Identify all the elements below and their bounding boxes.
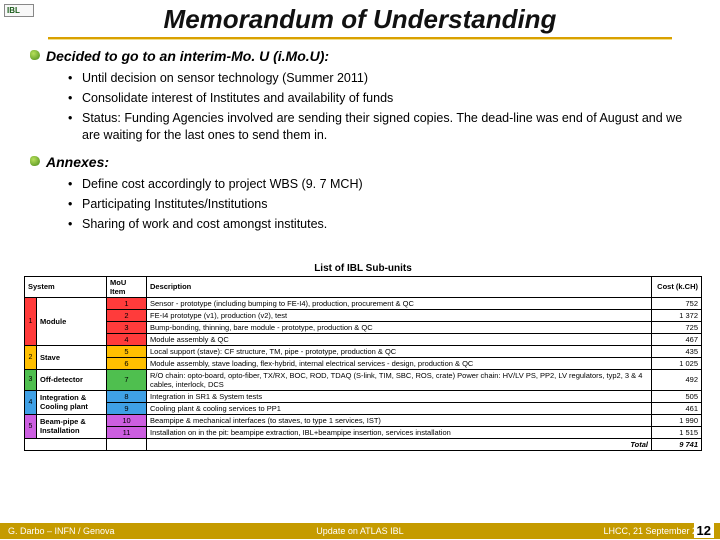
- section: Annexes: Define cost accordingly to proje…: [48, 153, 684, 233]
- bullet-list: Define cost accordingly to project WBS (…: [48, 176, 684, 233]
- cost-cell: 505: [652, 390, 702, 402]
- footer-event: LHCC, 21 September 2010: [482, 523, 720, 539]
- table-row: 2FE-I4 prototype (v1), production (v2), …: [25, 309, 702, 321]
- cost-cell: 1 025: [652, 357, 702, 369]
- cost-cell: 492: [652, 369, 702, 390]
- table-row: 11Installation on in the pit: beampipe e…: [25, 426, 702, 438]
- bullet-item: Until decision on sensor technology (Sum…: [68, 70, 684, 87]
- cost-cell: 1 372: [652, 309, 702, 321]
- col-system: System: [25, 276, 107, 297]
- mou-item-cell: 2: [107, 309, 147, 321]
- section-heading-text: Annexes:: [46, 153, 109, 172]
- subunits-table: System MoU Item Description Cost (k.CH) …: [24, 276, 702, 451]
- table-title: List of IBL Sub-units: [24, 263, 702, 274]
- description-cell: Module assembly, stave loading, flex-hyb…: [147, 357, 652, 369]
- mou-item-cell: 6: [107, 357, 147, 369]
- bullet-item: Participating Institutes/Institutions: [68, 196, 684, 213]
- total-empty: [25, 438, 107, 450]
- footer-author: G. Darbo – INFN / Genova: [0, 523, 238, 539]
- description-cell: Module assembly & QC: [147, 333, 652, 345]
- system-number: 3: [25, 369, 37, 390]
- system-number: 4: [25, 390, 37, 414]
- system-number: 1: [25, 297, 37, 345]
- cost-cell: 435: [652, 345, 702, 357]
- table-row: 1Module1Sensor - prototype (including bu…: [25, 297, 702, 309]
- cost-cell: 467: [652, 333, 702, 345]
- table-row: 6Module assembly, stave loading, flex-hy…: [25, 357, 702, 369]
- bullet-list: Until decision on sensor technology (Sum…: [48, 70, 684, 144]
- description-cell: Cooling plant & cooling services to PP1: [147, 402, 652, 414]
- table-row: 3Off-detector7R/O chain: opto-board, opt…: [25, 369, 702, 390]
- mou-item-cell: 4: [107, 333, 147, 345]
- description-cell: FE-I4 prototype (v1), production (v2), t…: [147, 309, 652, 321]
- ibl-logo: IBL: [4, 4, 34, 17]
- cost-cell: 725: [652, 321, 702, 333]
- system-label: Module: [37, 297, 107, 345]
- bullet-item: Define cost accordingly to project WBS (…: [68, 176, 684, 193]
- description-cell: Bump-bonding, thinning, bare module - pr…: [147, 321, 652, 333]
- section-heading-text: Decided to go to an interim-Mo. U (i.Mo.…: [46, 47, 329, 66]
- system-label: Off-detector: [37, 369, 107, 390]
- system-label: Integration & Cooling plant: [37, 390, 107, 414]
- col-desc: Description: [147, 276, 652, 297]
- system-number: 2: [25, 345, 37, 369]
- leaf-bullet-icon: [30, 50, 40, 60]
- mou-item-cell: 10: [107, 414, 147, 426]
- mou-item-cell: 7: [107, 369, 147, 390]
- table-row: 9Cooling plant & cooling services to PP1…: [25, 402, 702, 414]
- mou-item-cell: 1: [107, 297, 147, 309]
- table-row: 3Bump-bonding, thinning, bare module - p…: [25, 321, 702, 333]
- content-area: Decided to go to an interim-Mo. U (i.Mo.…: [0, 47, 720, 233]
- col-mou: MoU Item: [107, 276, 147, 297]
- mou-item-cell: 8: [107, 390, 147, 402]
- table-body: 1Module1Sensor - prototype (including bu…: [25, 297, 702, 450]
- cost-cell: 752: [652, 297, 702, 309]
- slide-footer: G. Darbo – INFN / Genova Update on ATLAS…: [0, 522, 720, 540]
- logo-block: IBL: [4, 4, 34, 17]
- total-row: Total9 741: [25, 438, 702, 450]
- table-row: 5Beam-pipe & Installation10Beampipe & me…: [25, 414, 702, 426]
- mou-item-cell: 3: [107, 321, 147, 333]
- description-cell: Beampipe & mechanical interfaces (to sta…: [147, 414, 652, 426]
- bullet-item: Sharing of work and cost amongst institu…: [68, 216, 684, 233]
- mou-item-cell: 9: [107, 402, 147, 414]
- section: Decided to go to an interim-Mo. U (i.Mo.…: [48, 47, 684, 143]
- description-cell: Local support (stave): CF structure, TM,…: [147, 345, 652, 357]
- mou-item-cell: 11: [107, 426, 147, 438]
- slide-title: Memorandum of Understanding: [0, 0, 720, 35]
- leaf-bullet-icon: [30, 156, 40, 166]
- description-cell: Installation on in the pit: beampipe ext…: [147, 426, 652, 438]
- mou-item-cell: 5: [107, 345, 147, 357]
- system-label: Beam-pipe & Installation: [37, 414, 107, 438]
- table-row: 2Stave5Local support (stave): CF structu…: [25, 345, 702, 357]
- description-cell: Sensor - prototype (including bumping to…: [147, 297, 652, 309]
- title-rule: [48, 37, 672, 39]
- description-cell: R/O chain: opto-board, opto-fiber, TX/RX…: [147, 369, 652, 390]
- system-label: Stave: [37, 345, 107, 369]
- section-heading: Annexes:: [30, 153, 684, 172]
- slide: IBL Memorandum of Understanding Decided …: [0, 0, 720, 540]
- cost-cell: 1 515: [652, 426, 702, 438]
- table-row: 4Module assembly & QC467: [25, 333, 702, 345]
- total-value: 9 741: [652, 438, 702, 450]
- bullet-item: Consolidate interest of Institutes and a…: [68, 90, 684, 107]
- table-row: 4Integration & Cooling plant8Integration…: [25, 390, 702, 402]
- total-label: Total: [147, 438, 652, 450]
- total-empty: [107, 438, 147, 450]
- description-cell: Integration in SR1 & System tests: [147, 390, 652, 402]
- cost-cell: 461: [652, 402, 702, 414]
- table-wrap: List of IBL Sub-units System MoU Item De…: [0, 263, 720, 451]
- col-cost: Cost (k.CH): [652, 276, 702, 297]
- footer-title: Update on ATLAS IBL: [238, 523, 482, 539]
- bullet-item: Status: Funding Agencies involved are se…: [68, 110, 684, 144]
- system-number: 5: [25, 414, 37, 438]
- table-header-row: System MoU Item Description Cost (k.CH): [25, 276, 702, 297]
- section-heading: Decided to go to an interim-Mo. U (i.Mo.…: [30, 47, 684, 66]
- cost-cell: 1 990: [652, 414, 702, 426]
- footer-page-number: 12: [694, 523, 714, 538]
